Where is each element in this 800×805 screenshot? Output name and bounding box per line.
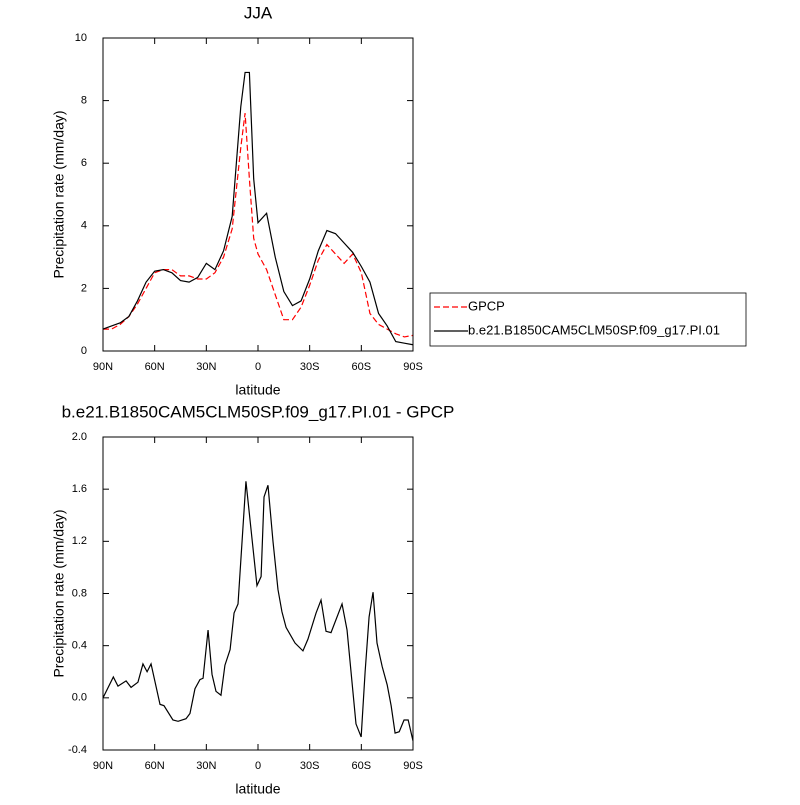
plot-frame xyxy=(102,436,414,751)
x-tick-label: 30S xyxy=(300,760,320,772)
y-tick-label: 0.0 xyxy=(72,692,87,704)
x-tick-label: 30N xyxy=(196,760,216,772)
x-tick-label: 60N xyxy=(145,760,165,772)
x-tick-label: 30S xyxy=(300,361,320,373)
legend-label: b.e21.B1850CAM5CLM50SP.f09_g17.PI.01 xyxy=(468,322,720,337)
chart-title: b.e21.B1850CAM5CLM50SP.f09_g17.PI.01 - G… xyxy=(62,402,455,421)
y-tick-label: 6 xyxy=(81,157,87,169)
y-tick-label: 8 xyxy=(81,95,87,107)
y-tick-label: 0 xyxy=(81,345,87,357)
y-tick-label: 10 xyxy=(75,32,87,44)
x-tick-label: 90S xyxy=(403,361,423,373)
y-axis-label: Precipitation rate (mm/day) xyxy=(51,110,67,278)
y-tick-label: 1.2 xyxy=(72,535,87,547)
chart-title: JJA xyxy=(244,3,273,22)
x-axis-label: latitude xyxy=(235,781,280,797)
x-tick-label: 60N xyxy=(145,361,165,373)
legend-label: GPCP xyxy=(468,298,505,313)
x-tick-label: 0 xyxy=(255,760,261,772)
y-tick-label: 0.4 xyxy=(72,640,87,652)
y-tick-label: 1.6 xyxy=(72,483,87,495)
y-tick-label: -0.4 xyxy=(68,744,87,756)
x-tick-label: 90N xyxy=(93,361,113,373)
legend-box xyxy=(429,292,747,347)
x-axis-label: latitude xyxy=(235,382,280,398)
x-tick-label: 90N xyxy=(93,760,113,772)
x-tick-label: 0 xyxy=(255,361,261,373)
y-axis-label: Precipitation rate (mm/day) xyxy=(51,509,67,677)
data-line xyxy=(102,71,414,346)
x-tick-label: 60S xyxy=(352,361,372,373)
data-line xyxy=(103,113,414,338)
plot-frame xyxy=(102,37,414,352)
y-tick-label: 4 xyxy=(81,220,87,232)
y-tick-label: 2 xyxy=(81,282,87,294)
y-tick-label: 2.0 xyxy=(72,431,87,443)
x-tick-label: 90S xyxy=(403,760,423,772)
y-tick-label: 0.8 xyxy=(72,587,87,599)
data-line xyxy=(102,481,414,742)
x-tick-label: 30N xyxy=(196,361,216,373)
x-tick-label: 60S xyxy=(352,760,372,772)
